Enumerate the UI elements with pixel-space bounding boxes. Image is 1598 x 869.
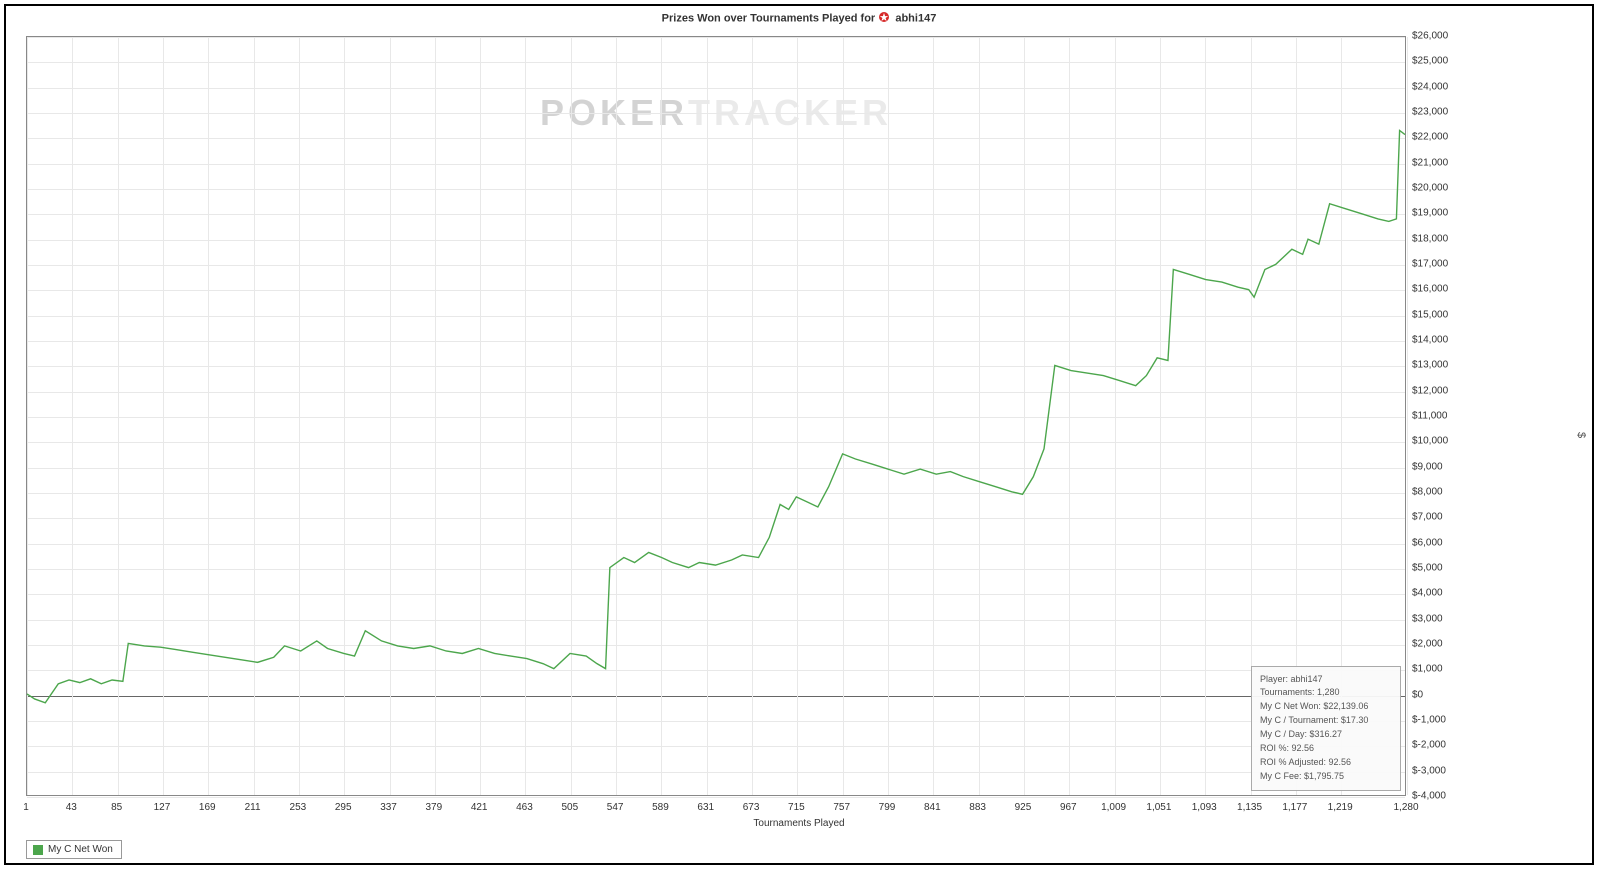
chart-frame: Prizes Won over Tournaments Played for a…	[4, 4, 1594, 865]
y-tick-label: $22,000	[1412, 132, 1448, 143]
stats-row: Tournaments: 1,280	[1260, 686, 1392, 700]
y-tick-label: $4,000	[1412, 588, 1443, 599]
y-tick-label: $1,000	[1412, 664, 1443, 675]
x-tick-label: 463	[516, 802, 533, 813]
y-tick-label: $-2,000	[1412, 740, 1446, 751]
x-tick-label: 673	[743, 802, 760, 813]
y-tick-label: $-3,000	[1412, 765, 1446, 776]
x-tick-label: 631	[697, 802, 714, 813]
title-player: abhi147	[895, 12, 936, 24]
y-tick-label: $26,000	[1412, 31, 1448, 42]
x-tick-label: 925	[1015, 802, 1032, 813]
pokerstars-icon	[878, 11, 890, 26]
plot-area: POKERTRACKER Player: abhi147Tournaments:…	[26, 36, 1406, 796]
chart-title: Prizes Won over Tournaments Played for a…	[6, 11, 1592, 26]
stats-row: My C Net Won: $22,139.06	[1260, 700, 1392, 714]
y-tick-label: $13,000	[1412, 360, 1448, 371]
y-tick-label: $-1,000	[1412, 715, 1446, 726]
y-tick-label: $6,000	[1412, 537, 1443, 548]
x-tick-label: 547	[607, 802, 624, 813]
x-tick-label: 505	[561, 802, 578, 813]
gridline-v	[1407, 37, 1408, 795]
x-tick-label: 589	[652, 802, 669, 813]
x-tick-label: 85	[111, 802, 122, 813]
x-tick-label: 1,177	[1282, 802, 1307, 813]
x-tick-label: 253	[290, 802, 307, 813]
legend: My C Net Won	[26, 840, 122, 859]
stats-row: ROI % Adjusted: 92.56	[1260, 756, 1392, 770]
x-tick-label: 379	[426, 802, 443, 813]
x-tick-label: 337	[380, 802, 397, 813]
x-axis-title: Tournaments Played	[6, 818, 1592, 829]
stats-row: My C / Tournament: $17.30	[1260, 714, 1392, 728]
y-tick-label: $16,000	[1412, 284, 1448, 295]
x-tick-label: 421	[471, 802, 488, 813]
x-tick-label: 1,093	[1192, 802, 1217, 813]
x-tick-label: 43	[66, 802, 77, 813]
y-tick-label: $8,000	[1412, 487, 1443, 498]
y-axis-title: $	[1575, 431, 1587, 437]
y-tick-label: $19,000	[1412, 208, 1448, 219]
x-tick-label: 295	[335, 802, 352, 813]
title-prefix: Prizes Won over Tournaments Played for	[662, 12, 876, 24]
y-tick-label: $21,000	[1412, 157, 1448, 168]
series-line	[27, 130, 1405, 702]
y-tick-label: $25,000	[1412, 56, 1448, 67]
x-tick-label: 1,280	[1393, 802, 1418, 813]
x-tick-label: 1,135	[1237, 802, 1262, 813]
chart-line-svg	[27, 37, 1405, 795]
legend-swatch	[33, 845, 43, 855]
stats-row: My C / Day: $316.27	[1260, 728, 1392, 742]
y-tick-label: $18,000	[1412, 233, 1448, 244]
x-tick-label: 715	[788, 802, 805, 813]
x-tick-label: 799	[879, 802, 896, 813]
x-tick-label: 967	[1060, 802, 1077, 813]
x-tick-label: 1,051	[1146, 802, 1171, 813]
x-tick-label: 883	[969, 802, 986, 813]
y-tick-label: $10,000	[1412, 436, 1448, 447]
x-tick-label: 1,219	[1328, 802, 1353, 813]
x-tick-label: 169	[199, 802, 216, 813]
y-tick-label: $2,000	[1412, 639, 1443, 650]
x-tick-label: 757	[833, 802, 850, 813]
y-tick-label: $9,000	[1412, 461, 1443, 472]
legend-label: My C Net Won	[48, 844, 113, 855]
y-tick-label: $5,000	[1412, 563, 1443, 574]
y-tick-label: $0	[1412, 689, 1423, 700]
gridline-h	[27, 797, 1405, 798]
x-tick-label: 211	[245, 802, 261, 813]
y-tick-label: $20,000	[1412, 183, 1448, 194]
y-tick-label: $15,000	[1412, 309, 1448, 320]
y-tick-label: $14,000	[1412, 335, 1448, 346]
x-tick-label: 1	[23, 802, 29, 813]
y-tick-label: $3,000	[1412, 613, 1443, 624]
x-tick-label: 841	[924, 802, 941, 813]
stats-row: Player: abhi147	[1260, 673, 1392, 687]
x-tick-label: 1,009	[1101, 802, 1126, 813]
stats-box: Player: abhi147Tournaments: 1,280My C Ne…	[1251, 666, 1401, 792]
stats-row: My C Fee: $1,795.75	[1260, 770, 1392, 784]
y-tick-label: $23,000	[1412, 107, 1448, 118]
stats-row: ROI %: 92.56	[1260, 742, 1392, 756]
y-tick-label: $12,000	[1412, 385, 1448, 396]
y-tick-label: $7,000	[1412, 512, 1443, 523]
y-tick-label: $11,000	[1412, 411, 1447, 422]
y-tick-label: $17,000	[1412, 259, 1448, 270]
y-tick-label: $-4,000	[1412, 791, 1446, 802]
x-tick-label: 127	[154, 802, 171, 813]
y-tick-label: $24,000	[1412, 81, 1448, 92]
